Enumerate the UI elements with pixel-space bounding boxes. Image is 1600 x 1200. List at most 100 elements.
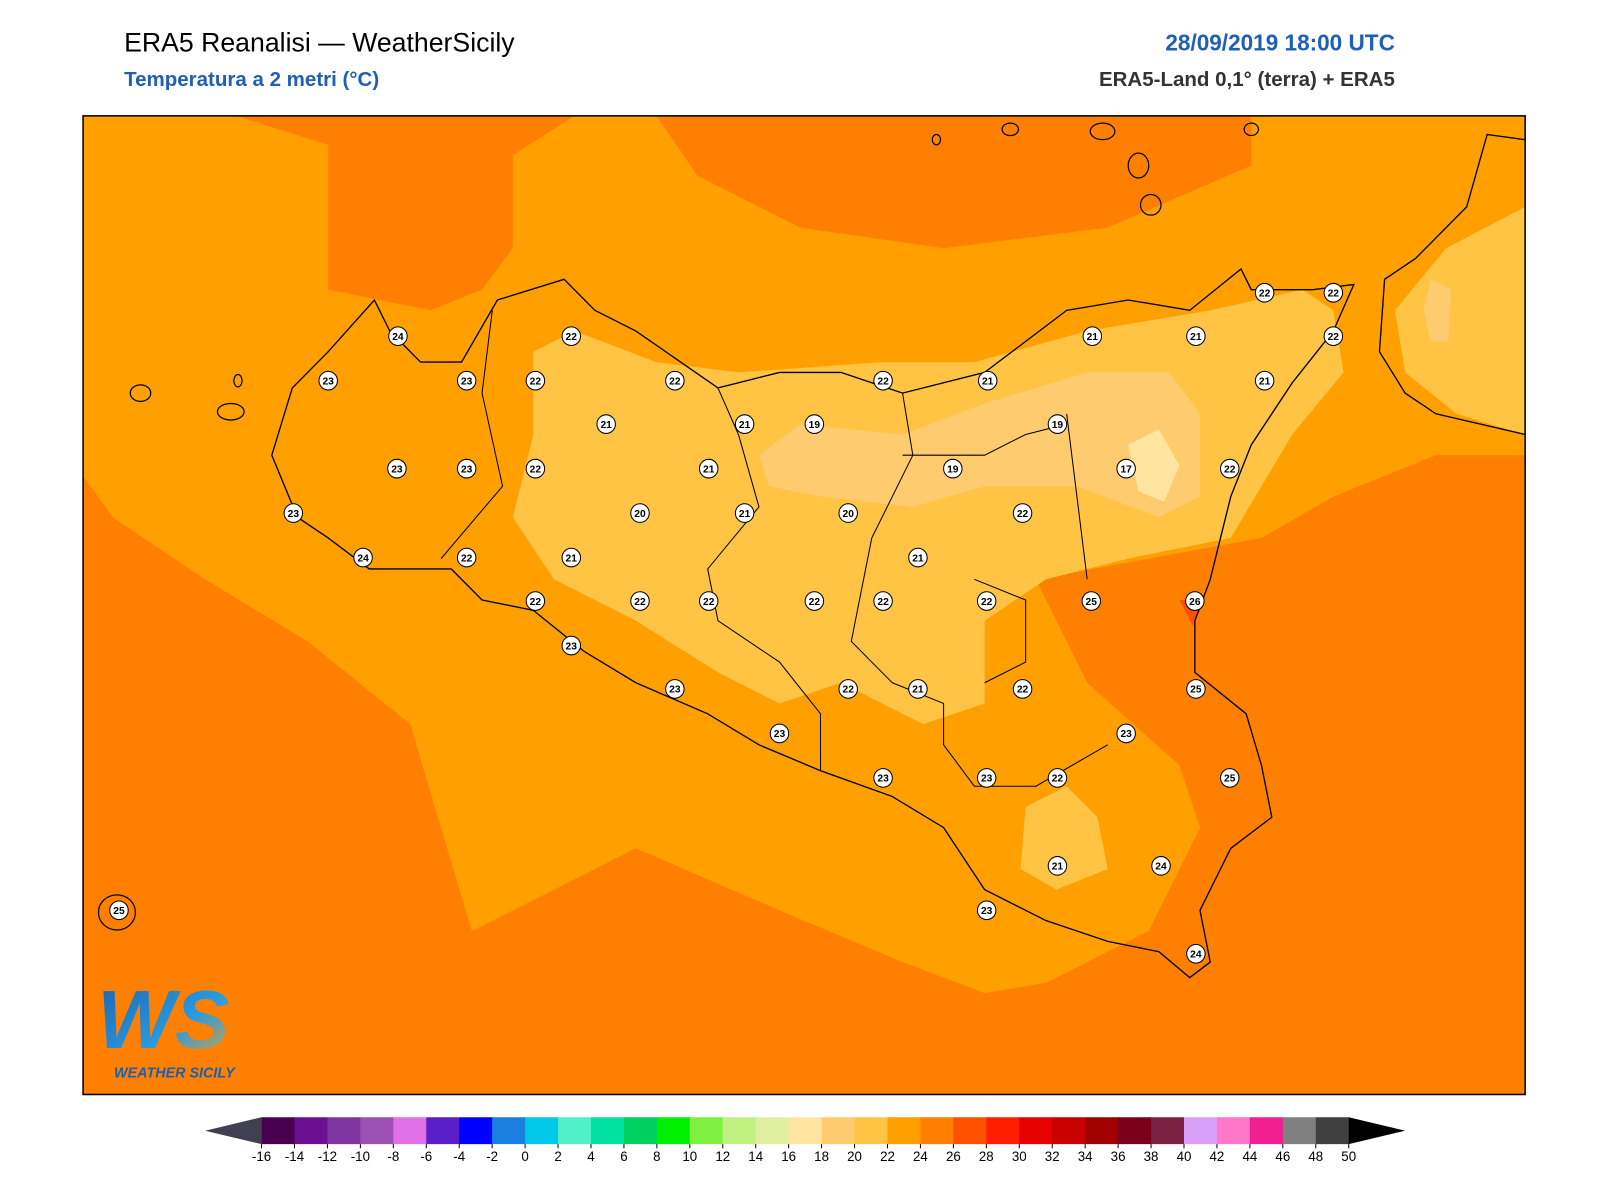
colorbar-cell: [1019, 1117, 1053, 1145]
station-marker: [873, 768, 893, 788]
colorbar-tick-label: 46: [1275, 1149, 1290, 1164]
colorbar-cell: [1118, 1117, 1152, 1145]
station-marker: [908, 679, 928, 699]
colorbar-cell: [656, 1117, 691, 1145]
colorbar-tick-label: -2: [486, 1149, 498, 1164]
colorbar-tick-label: 24: [913, 1149, 928, 1164]
station-marker: [734, 503, 755, 523]
station-value: 22: [1328, 332, 1340, 343]
datetime: 28/09/2019 18:00 UTC: [1165, 29, 1395, 55]
station-marker: [838, 503, 858, 523]
colorbar-cell: [492, 1117, 526, 1145]
station-value: 19: [1052, 420, 1064, 431]
colorbar-cell: [788, 1117, 823, 1145]
colorbar-cell: [1085, 1117, 1119, 1145]
station-value: 23: [981, 774, 993, 785]
station-marker: [1186, 943, 1206, 964]
station-marker: [977, 370, 998, 391]
station-marker: [804, 591, 825, 611]
station-value: 23: [566, 641, 578, 652]
station-value: 25: [1086, 597, 1098, 608]
station-value: 22: [1052, 774, 1064, 785]
station-marker: [1186, 679, 1206, 699]
band-18-20-east: [1423, 279, 1452, 342]
station-value: 26: [1189, 597, 1201, 608]
colorbar-cell: [722, 1117, 757, 1145]
colorbar-tick-label: 50: [1341, 1149, 1356, 1164]
colorbar-cell: [558, 1117, 592, 1145]
colorbar-cell: [986, 1117, 1020, 1145]
station-value: 23: [461, 376, 473, 387]
logo: WS WEATHER SICILY: [97, 974, 236, 1082]
colorbar-cell: [1183, 1117, 1218, 1145]
colorbar-cell: [821, 1117, 856, 1145]
station-marker: [1219, 458, 1240, 479]
station-value: 24: [1155, 862, 1167, 873]
colorbar-cell: [1052, 1117, 1086, 1145]
station-value: 22: [1224, 464, 1236, 475]
station-marker: [698, 458, 719, 479]
colorbar-tick-label: 14: [748, 1149, 763, 1164]
station-marker: [525, 458, 546, 479]
colorbar-cell: [261, 1117, 295, 1145]
station-marker: [353, 547, 373, 568]
logo-text: WEATHER SICILY: [114, 1066, 236, 1082]
station-marker: [561, 326, 582, 347]
title: ERA5 Reanalisi — WeatherSicily: [124, 27, 515, 57]
source: ERA5-Land 0,1° (terra) + ERA5: [1099, 68, 1395, 91]
colorbar-cell: [1282, 1117, 1317, 1145]
colorbar-cell: [623, 1117, 658, 1145]
station-value: 21: [1052, 862, 1064, 873]
colorbar-tick-label: -4: [453, 1149, 465, 1164]
station-value: 22: [1017, 685, 1029, 696]
calabria-coast: [1378, 133, 1526, 436]
station-marker: [456, 458, 477, 479]
colorbar-tick-label: 22: [880, 1149, 895, 1164]
station-marker: [1012, 679, 1033, 699]
colorbar-cell: [459, 1117, 493, 1145]
station-marker: [1323, 282, 1344, 303]
station-marker: [1116, 723, 1136, 744]
station-value: 22: [530, 597, 542, 608]
station-value: 22: [981, 597, 993, 608]
station-value: 23: [391, 464, 403, 475]
station-marker: [838, 679, 858, 699]
station-value: 19: [947, 464, 959, 475]
station-value: 22: [1328, 288, 1340, 299]
colorbar-tick-label: 16: [781, 1149, 796, 1164]
station-marker: [1116, 458, 1136, 479]
station-marker: [908, 547, 928, 568]
station-value: 23: [669, 685, 681, 696]
station-marker: [976, 900, 997, 921]
islands: [97, 122, 1260, 931]
station-value: 22: [877, 597, 889, 608]
colorbar-cell: [1315, 1117, 1350, 1145]
station-marker: [1323, 326, 1344, 347]
station-value: 25: [1190, 685, 1202, 696]
station-marker: [1151, 856, 1171, 876]
colorbar-cell: [953, 1117, 987, 1145]
colorbar-tick-label: 36: [1111, 1149, 1126, 1164]
band-18-20: [758, 372, 1200, 518]
station-marker: [387, 458, 407, 479]
colorbar-tick-label: 38: [1144, 1149, 1159, 1164]
station-value: 22: [530, 376, 542, 387]
colorbar-cell: [327, 1117, 361, 1145]
colorbar-cell: [1216, 1117, 1251, 1145]
colorbar-cell: [525, 1117, 559, 1145]
colorbar-tick-label: 34: [1078, 1149, 1093, 1164]
station-value: 23: [981, 906, 993, 917]
station-marker: [1081, 591, 1102, 611]
station-marker: [1254, 282, 1275, 303]
band-24-26-catania: [1041, 579, 1200, 787]
map-frame: [82, 115, 1526, 1096]
station-value: 22: [842, 685, 854, 696]
colorbar-tick-label: -10: [351, 1149, 370, 1164]
colorbar-tick-label: -6: [420, 1149, 432, 1164]
colorbar-cell: [360, 1117, 394, 1145]
station-marker: [630, 591, 650, 611]
band-16-18: [1128, 429, 1180, 502]
colorbar-tick-label: 48: [1308, 1149, 1323, 1164]
colorbar-tick-label: 6: [620, 1149, 627, 1164]
